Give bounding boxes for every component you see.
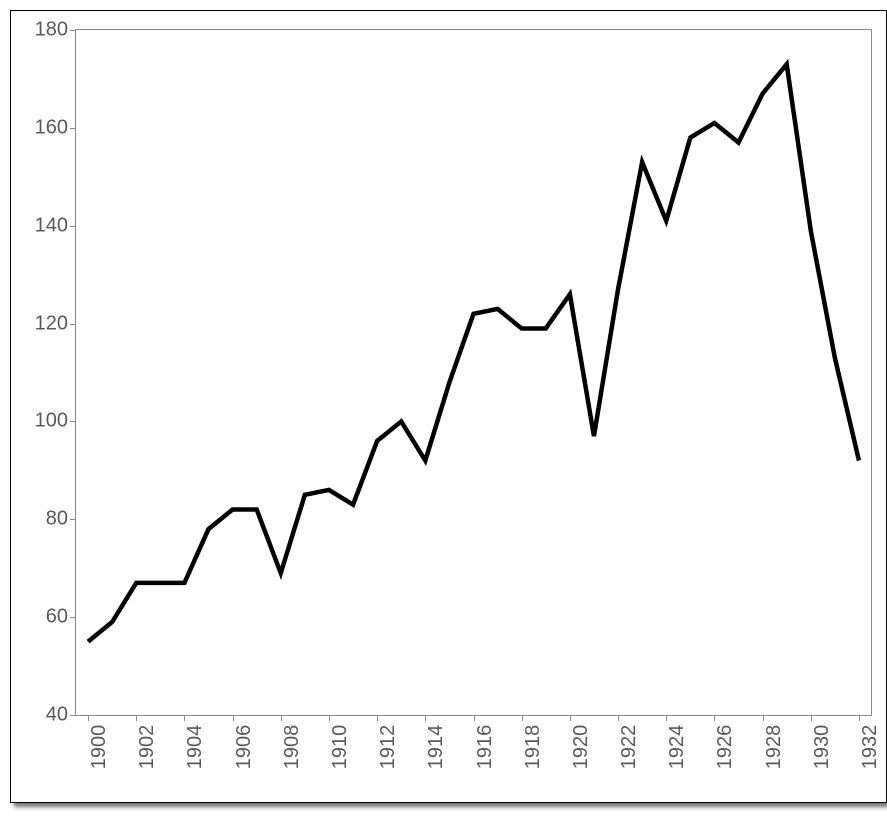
x-tick-label: 1906 (233, 725, 256, 770)
y-tick-mark (70, 715, 76, 716)
chart-frame: 40 60 80 100 120 140 160 180 1900 1902 1904 1906 190… (10, 10, 887, 803)
x-tick-mark (811, 715, 812, 721)
y-tick-mark (70, 30, 76, 31)
plot-area: 4060801001201401601801900190219041906190… (75, 29, 872, 716)
chart-container: 40 60 80 100 120 140 160 180 1900 1902 1904 1906 190… (10, 10, 887, 803)
x-tick-mark (618, 715, 619, 721)
x-tick-mark (666, 715, 667, 721)
x-tick-mark (570, 715, 571, 721)
x-tick-label: 1904 (184, 725, 207, 770)
x-tick-mark (474, 715, 475, 721)
x-tick-mark (329, 715, 330, 721)
x-tick-mark (714, 715, 715, 721)
x-tick-label: 1916 (474, 725, 497, 770)
y-tick-mark (70, 128, 76, 129)
y-tick-label: 60 (46, 606, 68, 629)
x-tick-mark (763, 715, 764, 721)
y-tick-label: 180 (35, 19, 68, 42)
x-tick-label: 1932 (859, 725, 882, 770)
x-tick-label: 1908 (281, 725, 304, 770)
x-tick-label: 1910 (329, 725, 352, 770)
y-tick-label: 160 (35, 116, 68, 139)
x-tick-label: 1912 (377, 725, 400, 770)
x-tick-label: 1930 (811, 725, 834, 770)
x-tick-mark (184, 715, 185, 721)
x-tick-mark (88, 715, 89, 721)
x-tick-mark (522, 715, 523, 721)
y-tick-mark (70, 324, 76, 325)
x-tick-label: 1922 (618, 725, 641, 770)
x-tick-label: 1918 (522, 725, 545, 770)
x-tick-mark (859, 715, 860, 721)
x-tick-label: 1900 (88, 725, 111, 770)
y-tick-label: 120 (35, 312, 68, 335)
x-tick-mark (233, 715, 234, 721)
x-tick-mark (377, 715, 378, 721)
y-tick-mark (70, 519, 76, 520)
y-tick-mark (70, 421, 76, 422)
x-tick-label: 1914 (425, 725, 448, 770)
x-tick-label: 1924 (666, 725, 689, 770)
data-line (88, 64, 859, 641)
y-tick-label: 140 (35, 214, 68, 237)
x-tick-mark (425, 715, 426, 721)
line-series (76, 30, 871, 715)
y-tick-label: 80 (46, 508, 68, 531)
x-tick-label: 1920 (570, 725, 593, 770)
x-tick-mark (281, 715, 282, 721)
x-tick-label: 1928 (763, 725, 786, 770)
y-tick-mark (70, 617, 76, 618)
y-tick-mark (70, 226, 76, 227)
y-tick-label: 40 (46, 704, 68, 727)
x-tick-label: 1902 (136, 725, 159, 770)
x-tick-mark (136, 715, 137, 721)
x-tick-label: 1926 (714, 725, 737, 770)
y-tick-label: 100 (35, 410, 68, 433)
